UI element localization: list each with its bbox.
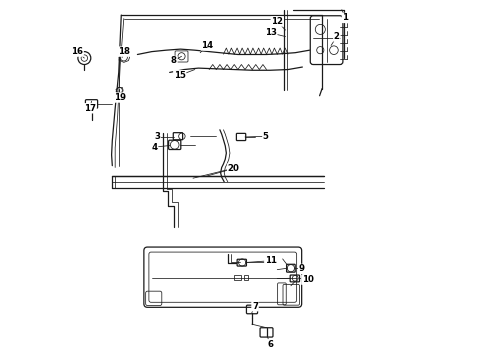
Text: 12: 12: [271, 17, 283, 26]
Text: 18: 18: [118, 47, 130, 56]
Text: 2: 2: [334, 32, 340, 41]
Text: 7: 7: [252, 302, 258, 311]
Bar: [244, 275, 248, 280]
Text: 10: 10: [302, 275, 314, 284]
Text: 11: 11: [265, 256, 277, 265]
Bar: [234, 275, 242, 280]
Text: 14: 14: [201, 41, 214, 50]
Text: 13: 13: [265, 28, 277, 37]
Text: 1: 1: [343, 13, 348, 22]
Text: 16: 16: [71, 47, 83, 56]
Text: 5: 5: [263, 132, 269, 141]
Text: 3: 3: [154, 132, 160, 141]
Text: 17: 17: [84, 104, 96, 113]
Text: 15: 15: [174, 71, 186, 80]
Text: 19: 19: [114, 93, 126, 102]
Text: 9: 9: [299, 265, 305, 274]
Text: 6: 6: [267, 340, 273, 349]
Text: 8: 8: [171, 57, 177, 66]
Text: 20: 20: [227, 164, 240, 173]
Text: 4: 4: [151, 143, 158, 152]
